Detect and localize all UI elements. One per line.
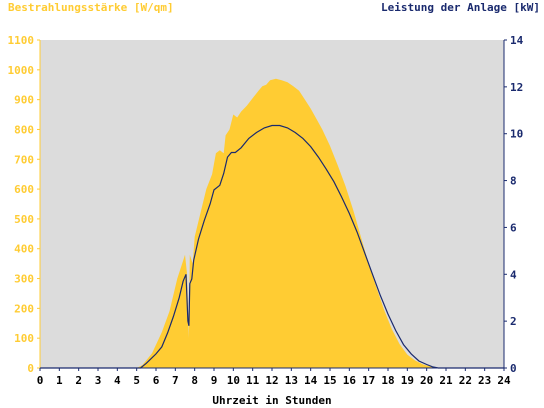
right-tick-label: 8 xyxy=(510,175,517,188)
left-tick-label: 0 xyxy=(27,362,34,375)
right-tick-label: 6 xyxy=(510,221,517,234)
right-tick-label: 14 xyxy=(510,34,524,47)
x-tick-label: 10 xyxy=(227,374,240,387)
x-axis-title: Uhrzeit in Stunden xyxy=(212,394,332,407)
left-tick-label: 200 xyxy=(14,302,34,315)
left-tick-label: 900 xyxy=(14,94,34,107)
x-tick-label: 1 xyxy=(56,374,63,387)
x-tick-label: 17 xyxy=(362,374,375,387)
x-tick-label: 6 xyxy=(153,374,160,387)
left-tick-label: 800 xyxy=(14,123,34,136)
power-line xyxy=(40,124,504,369)
right-tick-label: 2 xyxy=(510,315,517,328)
x-tick-label: 15 xyxy=(323,374,336,387)
x-tick-label: 20 xyxy=(420,374,433,387)
right-tick-label: 10 xyxy=(510,128,523,141)
x-tick-label: 12 xyxy=(265,374,278,387)
x-tick-label: 4 xyxy=(114,374,121,387)
x-tick-label: 22 xyxy=(459,374,472,387)
left-axis-title: Bestrahlungsstärke [W/qm] xyxy=(8,1,174,14)
x-tick-label: 24 xyxy=(497,374,511,387)
x-tick-label: 18 xyxy=(381,374,394,387)
x-tick-label: 3 xyxy=(95,374,102,387)
x-tick-label: 23 xyxy=(478,374,491,387)
left-tick-label: 1100 xyxy=(8,34,35,47)
left-tick-label: 300 xyxy=(14,273,34,286)
x-tick-label: 14 xyxy=(304,374,318,387)
right-tick-label: 0 xyxy=(510,362,517,375)
x-tick-label: 2 xyxy=(75,374,82,387)
left-tick-label: 100 xyxy=(14,332,34,345)
left-tick-label: 400 xyxy=(14,243,34,256)
x-tick-label: 0 xyxy=(37,374,44,387)
left-tick-label: 600 xyxy=(14,183,34,196)
x-tick-label: 9 xyxy=(211,374,218,387)
left-tick-label: 1000 xyxy=(8,64,35,77)
x-tick-label: 16 xyxy=(343,374,357,387)
x-tick-label: 19 xyxy=(401,374,414,387)
left-tick-label: 700 xyxy=(14,153,34,166)
right-tick-label: 4 xyxy=(510,268,517,281)
x-tick-label: 13 xyxy=(285,374,298,387)
x-tick-label: 5 xyxy=(133,374,140,387)
x-tick-label: 21 xyxy=(439,374,453,387)
x-tick-label: 11 xyxy=(246,374,260,387)
x-tick-label: 7 xyxy=(172,374,179,387)
x-tick-label: 8 xyxy=(191,374,198,387)
right-axis-title: Leistung der Anlage [kW] xyxy=(381,1,540,14)
irradiance-area xyxy=(40,78,504,369)
right-tick-label: 12 xyxy=(510,81,523,94)
left-tick-label: 500 xyxy=(14,213,34,226)
